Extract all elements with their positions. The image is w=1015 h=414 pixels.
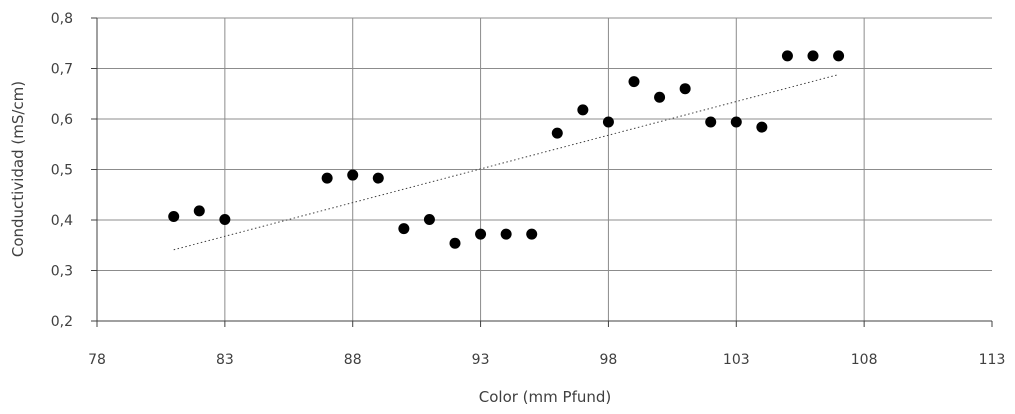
y-tick-label: 0,7 [51, 62, 73, 78]
x-tick-label: 93 [472, 352, 490, 368]
data-point [577, 104, 589, 116]
y-tick-label: 0,5 [51, 163, 73, 179]
data-point [398, 223, 410, 235]
data-point [679, 83, 691, 95]
data-points [168, 50, 845, 249]
data-point [347, 169, 359, 181]
x-tick-label: 103 [723, 352, 750, 368]
tick-labels: 0,2 0,3 0,4 0,5 0,6 0,7 0,8 78 83 88 93 98 103 108 113 [51, 11, 1006, 368]
data-point [449, 237, 461, 249]
data-point [654, 91, 666, 103]
data-point [423, 213, 435, 225]
y-tick-label: 0,2 [51, 314, 73, 330]
trendline-layer [173, 74, 839, 251]
data-point [500, 228, 512, 240]
y-tick-label: 0,4 [51, 213, 73, 229]
data-point [705, 116, 717, 128]
y-tick-label: 0,8 [51, 11, 73, 27]
data-point [807, 50, 819, 62]
data-point [219, 213, 231, 225]
data-point [475, 228, 487, 240]
data-point [602, 116, 614, 128]
data-point [526, 228, 538, 240]
data-point [756, 121, 768, 133]
trendline [173, 74, 839, 251]
x-tick-label: 88 [344, 352, 362, 368]
data-point [781, 50, 793, 62]
y-axis-title: Conductividad (mS/cm) [9, 81, 27, 257]
x-tick-label: 83 [216, 352, 234, 368]
x-tick-label: 98 [600, 352, 618, 368]
grid-lines [97, 17, 992, 321]
data-point [833, 50, 845, 62]
axes [91, 17, 993, 327]
x-tick-label: 113 [979, 352, 1006, 368]
data-point [168, 210, 180, 222]
data-point [730, 116, 742, 128]
data-point [551, 127, 563, 139]
x-tick-label: 108 [851, 352, 878, 368]
y-tick-label: 0,3 [51, 264, 73, 280]
x-tick-label: 78 [88, 352, 106, 368]
data-point [321, 172, 333, 184]
data-point [372, 172, 384, 184]
data-point [628, 76, 640, 88]
x-axis-title: Color (mm Pfund) [479, 388, 612, 406]
y-tick-label: 0,6 [51, 112, 73, 128]
data-point [193, 205, 205, 217]
